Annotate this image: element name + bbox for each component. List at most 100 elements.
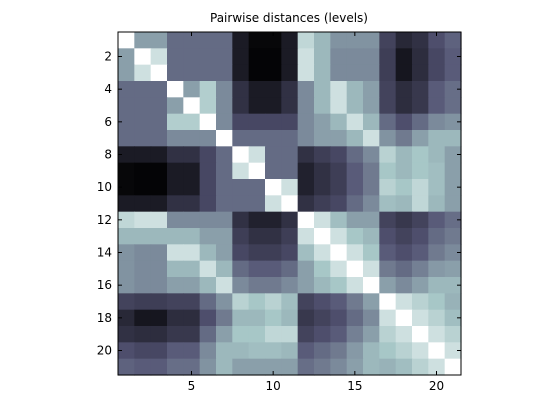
- heatmap-cell-15-19: [412, 260, 429, 278]
- heatmap-cell-18-16: [363, 309, 380, 327]
- y-tick-label-6: 6: [104, 115, 112, 129]
- heatmap-cell-19-14: [330, 326, 348, 343]
- heatmap-cell-8-1: [118, 146, 135, 164]
- heatmap-cell-18-20: [428, 309, 446, 327]
- heatmap-cell-4-4: [167, 81, 184, 98]
- heatmap-cell-15-6: [199, 260, 217, 278]
- heatmap-cell-9-7: [216, 162, 233, 180]
- heatmap-cell-20-5: [183, 342, 201, 360]
- heatmap-cell-9-11: [281, 162, 299, 180]
- heatmap-cell-4-20: [428, 81, 446, 98]
- heatmap-cell-17-17: [379, 293, 397, 311]
- heatmap-cell-21-2: [134, 358, 152, 376]
- heatmap-cell-10-7: [216, 179, 233, 196]
- heatmap-cell-10-9: [248, 179, 266, 196]
- heatmap-cell-16-15: [346, 277, 364, 294]
- heatmap-cell-21-7: [216, 358, 233, 376]
- heatmap-cell-15-1: [118, 260, 135, 278]
- heatmap-cell-5-14: [330, 97, 348, 115]
- heatmap-cell-8-19: [412, 146, 429, 164]
- heatmap-cell-8-11: [281, 146, 299, 164]
- y-tick-label-4: 4: [104, 82, 112, 96]
- heatmap-cell-3-4: [167, 64, 184, 82]
- heatmap-cell-8-12: [297, 146, 315, 164]
- heatmap-cell-19-9: [248, 326, 266, 343]
- heatmap-cell-11-4: [167, 195, 184, 213]
- heatmap-cell-8-6: [199, 146, 217, 164]
- heatmap-cell-17-18: [395, 293, 413, 311]
- heatmap-cell-15-10: [265, 260, 282, 278]
- heatmap-cell-13-8: [232, 228, 250, 245]
- heatmap-cell-6-1: [118, 113, 135, 131]
- x-tick-label-20: 20: [429, 379, 444, 393]
- heatmap-cell-21-20: [428, 358, 446, 376]
- heatmap-cell-13-21: [444, 228, 462, 245]
- heatmap-cell-11-14: [330, 195, 348, 213]
- heatmap-cell-8-17: [379, 146, 397, 164]
- heatmap-cell-13-18: [395, 228, 413, 245]
- heatmap-cell-2-6: [199, 48, 217, 66]
- heatmap-cell-5-12: [297, 97, 315, 115]
- heatmap-cell-1-13: [314, 32, 331, 49]
- heatmap-cell-1-18: [395, 32, 413, 49]
- y-tick-label-14: 14: [97, 246, 112, 260]
- heatmap-cell-4-16: [363, 81, 380, 98]
- heatmap-cell-21-4: [167, 358, 184, 376]
- heatmap-cell-7-1: [118, 130, 135, 147]
- heatmap-cell-7-9: [248, 130, 266, 147]
- heatmap-cell-2-14: [330, 48, 348, 66]
- heatmap-cell-6-5: [183, 113, 201, 131]
- heatmap-cell-4-17: [379, 81, 397, 98]
- heatmap-cell-7-2: [134, 130, 152, 147]
- heatmap-cell-19-12: [297, 326, 315, 343]
- heatmap-cell-3-17: [379, 64, 397, 82]
- heatmap-cell-16-19: [412, 277, 429, 294]
- axes-frame: [117, 31, 462, 376]
- heatmap-cell-19-2: [134, 326, 152, 343]
- heatmap-cell-20-20: [428, 342, 446, 360]
- heatmap-cell-4-3: [150, 81, 168, 98]
- heatmap-cell-18-1: [118, 309, 135, 327]
- heatmap-cell-20-19: [412, 342, 429, 360]
- heatmap-cell-15-15: [346, 260, 364, 278]
- heatmap-cell-18-8: [232, 309, 250, 327]
- heatmap-cell-19-17: [379, 326, 397, 343]
- heatmap-cell-16-13: [314, 277, 331, 294]
- heatmap-cell-13-17: [379, 228, 397, 245]
- heatmap-cell-11-7: [216, 195, 233, 213]
- heatmap-cell-2-19: [412, 48, 429, 66]
- heatmap-cell-6-19: [412, 113, 429, 131]
- heatmap-cell-9-3: [150, 162, 168, 180]
- heatmap-cell-4-9: [248, 81, 266, 98]
- heatmap-cell-3-19: [412, 64, 429, 82]
- heatmap-cell-11-1: [118, 195, 135, 213]
- y-tick-label-8: 8: [104, 148, 112, 162]
- heatmap-cell-7-12: [297, 130, 315, 147]
- heatmap-cell-6-7: [216, 113, 233, 131]
- heatmap-cell-11-12: [297, 195, 315, 213]
- heatmap-cell-10-20: [428, 179, 446, 196]
- heatmap-cell-17-7: [216, 293, 233, 311]
- heatmap-cell-4-19: [412, 81, 429, 98]
- heatmap-cell-7-14: [330, 130, 348, 147]
- heatmap-cell-9-8: [232, 162, 250, 180]
- heatmap-cell-12-18: [395, 211, 413, 229]
- heatmap-cell-6-4: [167, 113, 184, 131]
- heatmap-cell-8-3: [150, 146, 168, 164]
- y-tick-label-2: 2: [104, 50, 112, 64]
- heatmap-cell-20-13: [314, 342, 331, 360]
- heatmap-cell-20-2: [134, 342, 152, 360]
- heatmap-cell-17-2: [134, 293, 152, 311]
- heatmap-cell-3-13: [314, 64, 331, 82]
- heatmap-cell-13-5: [183, 228, 201, 245]
- heatmap-cell-19-10: [265, 326, 282, 343]
- heatmap-cell-15-13: [314, 260, 331, 278]
- heatmap-cell-2-15: [346, 48, 364, 66]
- heatmap-cell-11-10: [265, 195, 282, 213]
- heatmap-cell-5-17: [379, 97, 397, 115]
- heatmap-cell-2-16: [363, 48, 380, 66]
- heatmap-cell-13-1: [118, 228, 135, 245]
- heatmap-cell-12-19: [412, 211, 429, 229]
- heatmap-cell-7-20: [428, 130, 446, 147]
- heatmap-cell-11-21: [444, 195, 462, 213]
